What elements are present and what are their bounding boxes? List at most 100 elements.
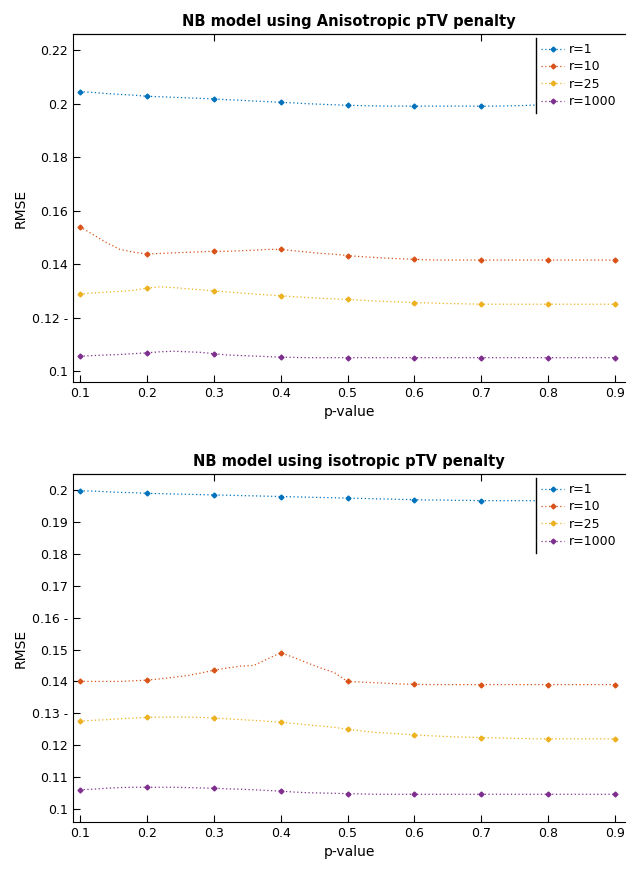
r=25 bbox=[437, 299, 445, 309]
r=10 bbox=[477, 255, 485, 265]
Line: r=10: r=10 bbox=[78, 225, 617, 262]
r=10 bbox=[290, 652, 298, 663]
r=25 bbox=[237, 714, 244, 725]
r=25 bbox=[276, 291, 284, 301]
r=1 bbox=[116, 89, 124, 100]
r=1 bbox=[437, 495, 445, 505]
r=10 bbox=[397, 678, 405, 689]
r=25 bbox=[545, 299, 552, 309]
r=1000 bbox=[545, 353, 552, 363]
r=1 bbox=[411, 101, 419, 112]
r=1000 bbox=[196, 783, 204, 794]
r=25 bbox=[210, 713, 218, 724]
r=25 bbox=[183, 284, 191, 294]
r=1000 bbox=[223, 350, 231, 361]
Title: NB model using isotropic pTV penalty: NB model using isotropic pTV penalty bbox=[193, 454, 505, 469]
r=1 bbox=[598, 495, 605, 505]
r=10 bbox=[330, 249, 338, 259]
r=25 bbox=[558, 733, 566, 744]
r=1 bbox=[264, 491, 271, 501]
r=10 bbox=[237, 245, 244, 256]
Title: NB model using Anisotropic pTV penalty: NB model using Anisotropic pTV penalty bbox=[182, 14, 516, 29]
Line: r=1000: r=1000 bbox=[78, 349, 617, 360]
r=25 bbox=[143, 283, 150, 293]
r=1000 bbox=[196, 347, 204, 358]
r=1 bbox=[250, 96, 258, 107]
r=1 bbox=[397, 101, 405, 112]
r=1000 bbox=[437, 353, 445, 363]
r=25 bbox=[103, 287, 111, 298]
r=25 bbox=[464, 299, 472, 309]
r=25 bbox=[451, 299, 458, 309]
r=25 bbox=[103, 714, 111, 725]
r=10 bbox=[424, 255, 431, 265]
r=1 bbox=[330, 492, 338, 503]
r=25 bbox=[90, 715, 97, 725]
r=1000 bbox=[237, 350, 244, 361]
r=25 bbox=[250, 715, 258, 725]
r=10 bbox=[303, 657, 311, 668]
r=1000 bbox=[504, 353, 512, 363]
r=10 bbox=[317, 663, 324, 673]
r=1 bbox=[76, 86, 84, 97]
r=10 bbox=[183, 670, 191, 681]
r=25 bbox=[437, 731, 445, 741]
r=10 bbox=[518, 679, 525, 690]
r=1 bbox=[156, 92, 164, 102]
r=10 bbox=[571, 255, 579, 265]
r=1000 bbox=[76, 785, 84, 795]
r=1000 bbox=[411, 789, 419, 800]
r=1 bbox=[196, 93, 204, 104]
r=25 bbox=[76, 716, 84, 726]
r=10 bbox=[477, 679, 485, 690]
r=10 bbox=[156, 248, 164, 258]
r=1 bbox=[210, 93, 218, 104]
r=1000 bbox=[237, 784, 244, 794]
r=10 bbox=[437, 255, 445, 265]
r=1 bbox=[611, 495, 619, 505]
r=1 bbox=[143, 488, 150, 498]
r=10 bbox=[210, 246, 218, 257]
r=1000 bbox=[183, 347, 191, 357]
r=1000 bbox=[464, 789, 472, 800]
r=25 bbox=[90, 288, 97, 299]
r=1000 bbox=[571, 789, 579, 800]
r=10 bbox=[196, 246, 204, 257]
r=10 bbox=[558, 679, 566, 690]
r=10 bbox=[611, 679, 619, 690]
r=25 bbox=[477, 299, 485, 309]
r=1000 bbox=[397, 353, 405, 363]
r=1 bbox=[170, 489, 177, 499]
r=1 bbox=[103, 88, 111, 99]
r=1000 bbox=[491, 789, 499, 800]
r=1000 bbox=[143, 782, 150, 793]
r=10 bbox=[384, 253, 392, 264]
r=1000 bbox=[264, 785, 271, 795]
r=1 bbox=[223, 94, 231, 105]
r=1 bbox=[545, 495, 552, 505]
r=25 bbox=[290, 292, 298, 302]
r=25 bbox=[598, 733, 605, 744]
r=10 bbox=[584, 679, 592, 690]
Legend: r=1, r=10, r=25, r=1000: r=1, r=10, r=25, r=1000 bbox=[536, 478, 621, 553]
r=1 bbox=[90, 87, 97, 98]
r=25 bbox=[170, 282, 177, 292]
r=25 bbox=[170, 711, 177, 722]
r=1 bbox=[156, 488, 164, 498]
r=10 bbox=[290, 245, 298, 256]
r=1000 bbox=[170, 346, 177, 356]
r=1 bbox=[371, 493, 378, 504]
r=1 bbox=[90, 486, 97, 497]
r=1 bbox=[143, 91, 150, 101]
r=10 bbox=[143, 249, 150, 259]
r=1 bbox=[303, 99, 311, 109]
r=1 bbox=[464, 495, 472, 505]
r=10 bbox=[303, 247, 311, 258]
r=25 bbox=[210, 285, 218, 296]
r=1000 bbox=[170, 782, 177, 793]
r=10 bbox=[584, 255, 592, 265]
r=25 bbox=[223, 713, 231, 724]
r=1000 bbox=[210, 348, 218, 359]
r=1000 bbox=[90, 784, 97, 794]
r=25 bbox=[491, 732, 499, 743]
